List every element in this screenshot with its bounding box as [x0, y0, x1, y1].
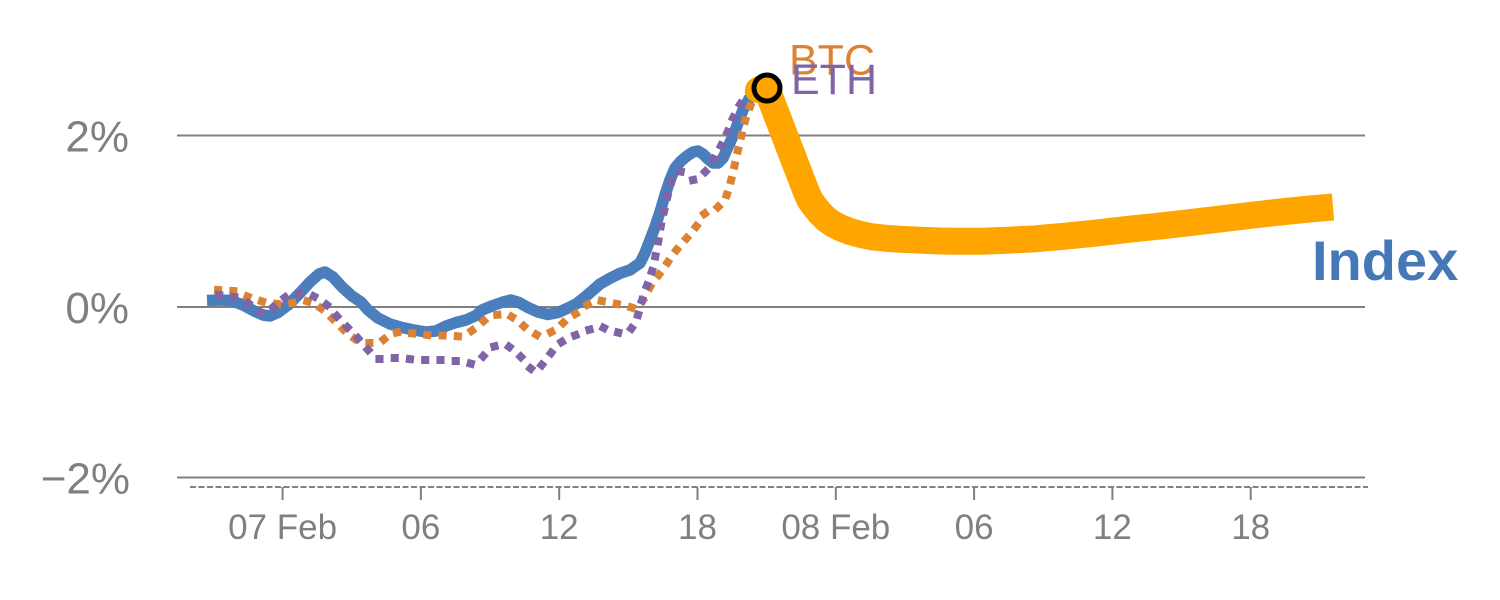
svg-text:07 Feb: 07 Feb: [228, 508, 337, 547]
svg-text:0%: 0%: [65, 284, 129, 333]
svg-text:18: 18: [678, 508, 717, 547]
svg-text:Index: Index: [1312, 229, 1458, 292]
svg-text:ETH: ETH: [791, 56, 877, 104]
svg-text:06: 06: [401, 508, 440, 547]
svg-text:06: 06: [955, 508, 994, 547]
svg-text:08 Feb: 08 Feb: [781, 508, 890, 547]
svg-text:−2%: −2%: [41, 455, 130, 504]
svg-text:12: 12: [1093, 508, 1132, 547]
svg-text:12: 12: [540, 508, 579, 547]
svg-text:2%: 2%: [65, 113, 129, 162]
svg-text:18: 18: [1231, 508, 1270, 547]
svg-text:BTC: BTC: [789, 37, 875, 85]
